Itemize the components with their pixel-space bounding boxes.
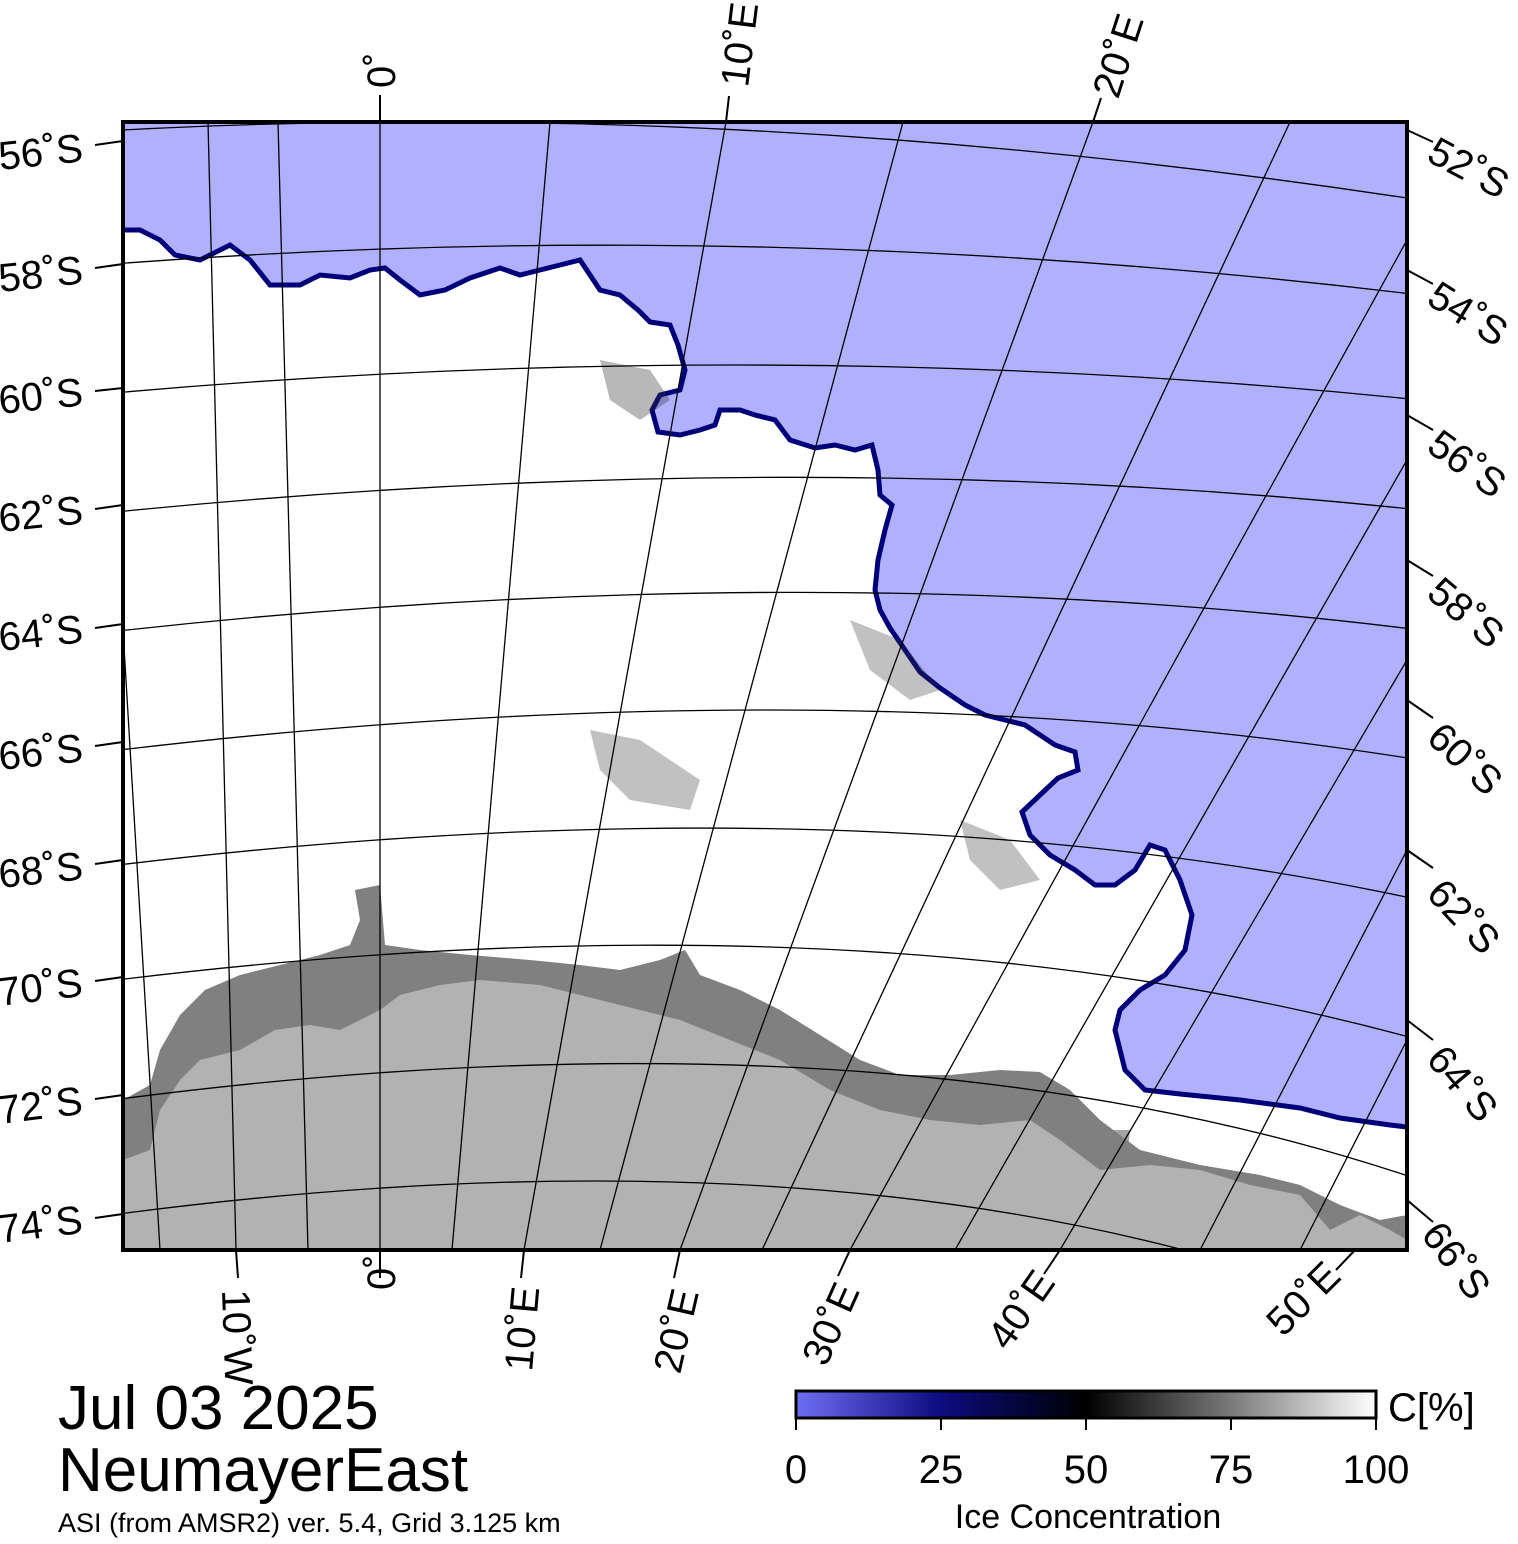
parallel-line bbox=[123, 122, 1407, 199]
ice-edge-outline bbox=[123, 227, 1407, 1130]
meridian-line bbox=[1199, 849, 1407, 1250]
tick-marks bbox=[94, 95, 1434, 1279]
meridian-line bbox=[761, 122, 1291, 1250]
latitude-label: 60˚S bbox=[0, 370, 85, 423]
parallel-line bbox=[123, 591, 1407, 632]
meridian-line bbox=[207, 122, 237, 1250]
longitude-label: 10˚W bbox=[213, 1289, 260, 1386]
colorbar-tick-label: 50 bbox=[1063, 1448, 1109, 1492]
parallel-line bbox=[123, 476, 1407, 512]
latitude-label: 68˚S bbox=[0, 844, 85, 897]
longitude-label: 40˚E bbox=[979, 1263, 1064, 1357]
low-concentration-patch bbox=[600, 360, 670, 420]
meridian-line bbox=[679, 122, 1094, 1250]
meridian-line bbox=[1299, 1039, 1407, 1250]
meridian-line bbox=[277, 122, 309, 1250]
colorbar-tick-label: 75 bbox=[1208, 1448, 1254, 1492]
longitude-label: 0˚ bbox=[360, 52, 404, 88]
map-frame bbox=[121, 120, 1409, 1252]
colorbar-gradient bbox=[794, 1389, 1378, 1420]
map-date: Jul 03 2025 bbox=[58, 1374, 379, 1443]
colorbar-unit: C[%] bbox=[1388, 1386, 1475, 1430]
left-latitude-labels: 56˚S 58˚S 60˚S 62˚S 64˚S 66˚S 68˚S 70˚S … bbox=[0, 126, 85, 1252]
latitude-label: 56˚S bbox=[1420, 422, 1514, 507]
colorbar-tick-label: 0 bbox=[784, 1448, 808, 1492]
longitude-label: 0˚ bbox=[360, 1254, 404, 1290]
latitude-label: 54˚S bbox=[1420, 273, 1515, 355]
meridian-line bbox=[451, 122, 551, 1250]
latitude-label: 52˚S bbox=[1421, 129, 1516, 208]
colorbar-title: Ice Concentration bbox=[954, 1498, 1222, 1536]
longitude-label: 30˚E bbox=[794, 1277, 869, 1372]
parallel-line bbox=[123, 244, 1407, 295]
latitude-label: 74˚S bbox=[0, 1198, 85, 1252]
meridian-line bbox=[123, 629, 161, 1250]
longitude-label: 10˚E bbox=[713, 0, 767, 89]
parallel-line bbox=[123, 944, 1407, 1038]
graticule-grid bbox=[123, 122, 1407, 1250]
latitude-label: 64˚S bbox=[0, 607, 85, 660]
latitude-label: 66˚S bbox=[1413, 1214, 1499, 1308]
meridian-line bbox=[849, 239, 1407, 1250]
colorbar-ticks bbox=[795, 1418, 1377, 1430]
bottom-longitude-labels: 10˚W 0˚ 10˚E 20˚E 30˚E 40˚E 50˚E bbox=[213, 1254, 1349, 1387]
antarctica-land bbox=[123, 980, 1407, 1250]
latitude-label: 62˚S bbox=[0, 488, 85, 541]
meridian-line bbox=[1059, 659, 1407, 1250]
longitude-label: 20˚E bbox=[1085, 9, 1153, 103]
low-concentration-patch bbox=[590, 730, 700, 810]
colorbar bbox=[794, 1389, 1378, 1430]
parallel-line bbox=[123, 364, 1407, 400]
meridian-line bbox=[954, 459, 1407, 1250]
top-longitude-labels: 0˚ 10˚E 20˚E bbox=[360, 0, 1153, 103]
parallel-line bbox=[123, 709, 1407, 759]
data-source-note: ASI (from AMSR2) ver. 5.4, Grid 3.125 km bbox=[58, 1508, 561, 1538]
latitude-label: 56˚S bbox=[0, 126, 85, 179]
longitude-label: 50˚E bbox=[1258, 1254, 1349, 1345]
latitude-label: 66˚S bbox=[0, 726, 85, 779]
parallel-line bbox=[123, 827, 1407, 898]
latitude-label: 60˚S bbox=[1419, 714, 1511, 804]
parallel-line bbox=[123, 1062, 1407, 1177]
parallel-line bbox=[123, 1180, 1187, 1250]
latitude-label: 62˚S bbox=[1418, 871, 1508, 963]
latitude-label: 64˚S bbox=[1418, 1038, 1506, 1131]
right-latitude-labels: 52˚S 54˚S 56˚S 58˚S 60˚S 62˚S 64˚S 66˚S bbox=[1413, 129, 1516, 1308]
latitude-label: 58˚S bbox=[1419, 569, 1512, 657]
meridian-line bbox=[523, 122, 727, 1250]
meridian-line bbox=[599, 122, 904, 1250]
region-name: NeumayerEast bbox=[58, 1436, 469, 1505]
longitude-label: 10˚E bbox=[497, 1285, 548, 1373]
low-concentration-patch bbox=[850, 620, 940, 700]
latitude-label: 58˚S bbox=[0, 248, 85, 301]
longitude-label: 20˚E bbox=[646, 1285, 708, 1377]
colorbar-tick-label: 25 bbox=[918, 1448, 964, 1492]
colorbar-tick-label: 100 bbox=[1342, 1448, 1410, 1492]
latitude-label: 72˚S bbox=[0, 1079, 85, 1133]
latitude-label: 70˚S bbox=[0, 961, 85, 1015]
